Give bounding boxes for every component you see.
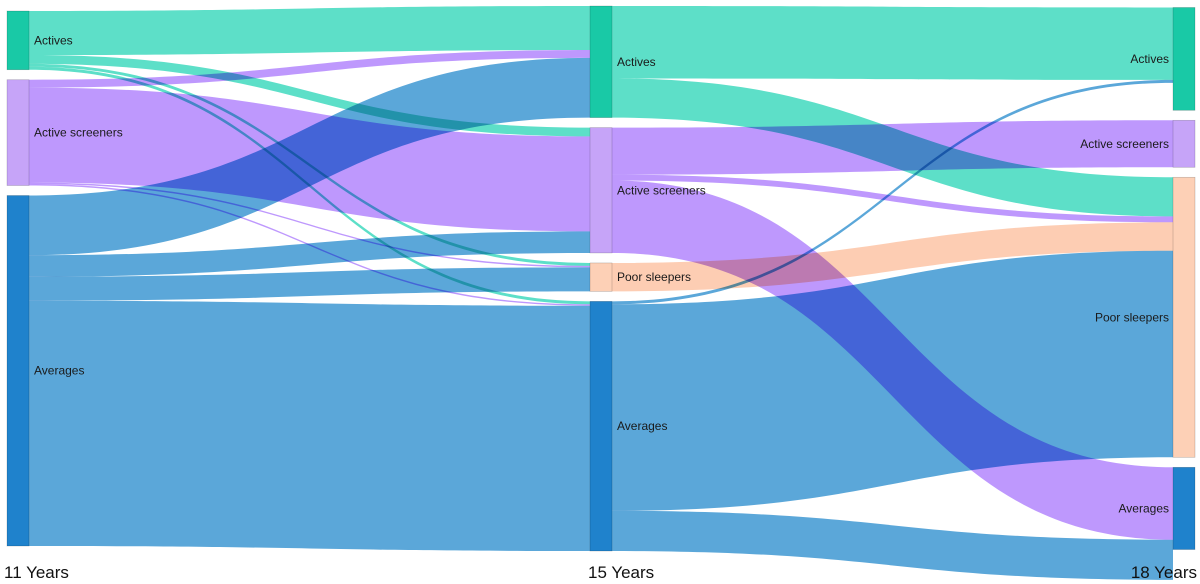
node-label-v11: Averages — [34, 364, 84, 378]
stage-label-15-years: 15 Years — [588, 563, 654, 582]
node-v15 — [589, 301, 613, 552]
link-v15-to-p18 — [612, 250, 1173, 511]
stage-labels: 11 Years 15 Years 18 Years — [4, 563, 1197, 582]
node-label-s18: Active screeners — [1080, 137, 1169, 151]
node-label-a15: Actives — [617, 55, 656, 69]
node-v18 — [1172, 466, 1196, 550]
node-s15 — [589, 127, 613, 254]
node-label-s15: Active screeners — [617, 183, 706, 197]
links-layer — [29, 6, 1173, 580]
link-v15-to-a18 — [612, 79, 1173, 305]
stage-label-18-years: 18 Years — [1131, 563, 1197, 582]
link-s11-to-p15 — [29, 182, 590, 268]
node-s18 — [1172, 119, 1196, 168]
link-v11-to-a15 — [29, 57, 590, 256]
link-v11-to-s15 — [29, 231, 590, 277]
labels-layer: Actives Active screeners Averages Actives Ac… — [34, 33, 1169, 515]
node-label-p18: Poor sleepers — [1095, 310, 1169, 324]
link-p15-to-p18 — [612, 222, 1173, 292]
node-p15 — [589, 262, 613, 292]
node-v11 — [6, 195, 30, 547]
link-a11-to-a15 — [29, 6, 590, 56]
link-s15-to-s18 — [612, 120, 1173, 175]
link-v11-to-v15 — [29, 300, 590, 551]
link-a11-to-s15 — [29, 55, 590, 137]
link-a15-to-a18 — [612, 6, 1173, 80]
link-s11-to-a15 — [29, 50, 590, 88]
stage-label-11-years: 11 Years — [4, 563, 69, 582]
node-label-a18: Actives — [1130, 52, 1169, 66]
node-label-v15: Averages — [617, 419, 667, 433]
node-a18 — [1172, 7, 1196, 111]
node-a15 — [589, 5, 613, 118]
node-a11 — [6, 10, 30, 71]
node-s11 — [6, 79, 30, 186]
node-label-s11: Active screeners — [34, 126, 123, 140]
link-v11-to-p15 — [29, 267, 590, 301]
link-s15-to-p18 — [612, 174, 1173, 223]
node-p18 — [1172, 176, 1196, 458]
nodes-layer — [6, 5, 1196, 552]
node-label-a11: Actives — [34, 33, 73, 47]
node-label-v18: Averages — [1119, 501, 1169, 515]
link-v15-to-v18 — [612, 510, 1173, 580]
node-label-p15: Poor sleepers — [617, 270, 691, 284]
